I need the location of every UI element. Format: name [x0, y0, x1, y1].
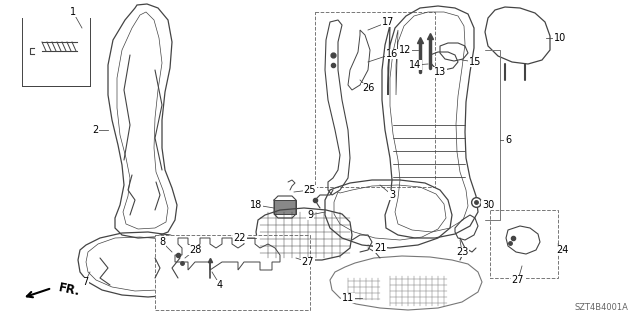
Text: 6: 6	[505, 135, 511, 145]
Text: 2: 2	[92, 125, 98, 135]
Text: 24: 24	[556, 245, 568, 255]
Text: 10: 10	[554, 33, 566, 43]
Text: 12: 12	[399, 45, 411, 55]
Text: 18: 18	[250, 200, 262, 210]
Text: 26: 26	[362, 83, 374, 93]
Text: 25: 25	[304, 185, 316, 195]
Bar	[490, 210, 558, 278]
Text: 28: 28	[189, 245, 201, 255]
Text: 21: 21	[374, 243, 386, 253]
Text: SZT4B4001A: SZT4B4001A	[574, 303, 628, 312]
Text: 8: 8	[159, 237, 165, 247]
Text: 7: 7	[82, 277, 88, 287]
Text: 27: 27	[512, 275, 524, 285]
Bar	[315, 12, 435, 187]
Text: 14: 14	[409, 60, 421, 70]
Text: 1: 1	[70, 7, 76, 17]
Text: 13: 13	[434, 67, 446, 77]
Bar	[155, 235, 310, 310]
Text: 9: 9	[307, 210, 313, 220]
Text: 16: 16	[386, 49, 398, 59]
Text: 11: 11	[342, 293, 354, 303]
Text: FR.: FR.	[57, 281, 81, 299]
Text: 30: 30	[482, 200, 494, 210]
Text: 17: 17	[382, 17, 394, 27]
Bar	[274, 200, 296, 214]
Text: 22: 22	[234, 233, 246, 243]
Text: 3: 3	[389, 190, 395, 200]
Text: 23: 23	[456, 247, 468, 257]
Text: 27: 27	[301, 257, 314, 267]
Text: 4: 4	[217, 280, 223, 290]
Text: 15: 15	[469, 57, 481, 67]
